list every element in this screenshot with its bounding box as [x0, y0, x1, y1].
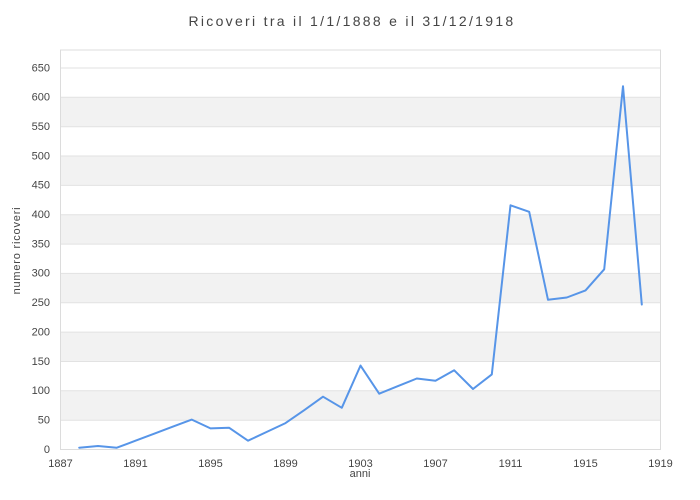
svg-text:600: 600 [32, 92, 50, 104]
svg-text:1919: 1919 [648, 458, 672, 470]
svg-text:1899: 1899 [273, 458, 297, 470]
svg-text:1903: 1903 [348, 458, 372, 470]
svg-text:0: 0 [44, 444, 50, 456]
svg-text:1907: 1907 [423, 458, 447, 470]
svg-text:250: 250 [32, 297, 50, 309]
svg-text:Ricoveri tra il 1/1/1888 e il: Ricoveri tra il 1/1/1888 e il 31/12/1918 [188, 13, 515, 29]
svg-text:1911: 1911 [499, 458, 523, 470]
svg-text:numero ricoveri: numero ricoveri [11, 207, 23, 295]
svg-text:1915: 1915 [573, 458, 597, 470]
svg-text:150: 150 [32, 356, 50, 368]
svg-text:650: 650 [32, 62, 50, 74]
svg-text:100: 100 [32, 385, 50, 397]
svg-text:350: 350 [32, 238, 50, 250]
svg-text:400: 400 [32, 209, 50, 221]
svg-text:450: 450 [32, 180, 50, 192]
svg-text:1887: 1887 [48, 458, 72, 470]
svg-text:550: 550 [32, 121, 50, 133]
svg-text:500: 500 [32, 150, 50, 162]
svg-text:1895: 1895 [198, 458, 222, 470]
svg-text:anni: anni [350, 468, 371, 480]
svg-text:200: 200 [32, 326, 50, 338]
svg-text:300: 300 [32, 268, 50, 280]
svg-text:1891: 1891 [123, 458, 147, 470]
svg-text:50: 50 [38, 415, 50, 427]
